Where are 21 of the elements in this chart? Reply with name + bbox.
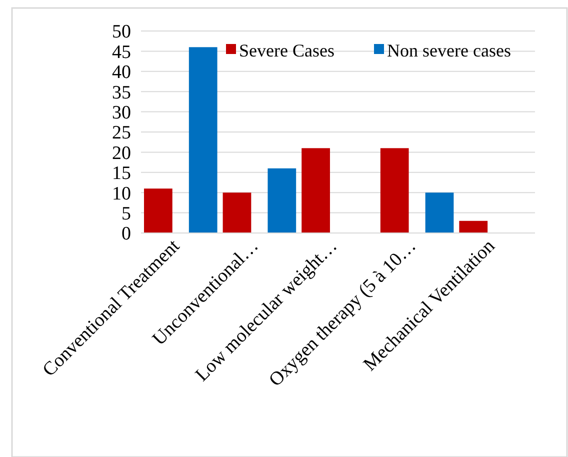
y-tick-label: 30	[112, 102, 131, 124]
bar	[268, 168, 296, 233]
y-tick-label: 0	[122, 224, 131, 245]
legend-label: Non severe cases	[387, 40, 511, 60]
y-tick-label: 35	[112, 82, 131, 104]
bar	[425, 192, 454, 233]
y-tick-label: 10	[112, 183, 131, 204]
y-tick-label: 5	[122, 203, 131, 224]
y-tick-label: 40	[112, 62, 131, 84]
bar	[380, 148, 409, 233]
bar	[222, 192, 252, 233]
y-tick-label: 15	[112, 163, 131, 184]
bar	[144, 188, 172, 233]
bar	[302, 148, 330, 233]
y-tick-label: 50	[112, 22, 131, 43]
legend-label: Severe Cases	[239, 40, 334, 60]
y-tick-label: 20	[112, 142, 131, 164]
bar	[188, 47, 218, 233]
y-tick-label: 45	[112, 42, 131, 63]
bar	[459, 220, 488, 233]
y-tick-label: 25	[112, 122, 131, 144]
